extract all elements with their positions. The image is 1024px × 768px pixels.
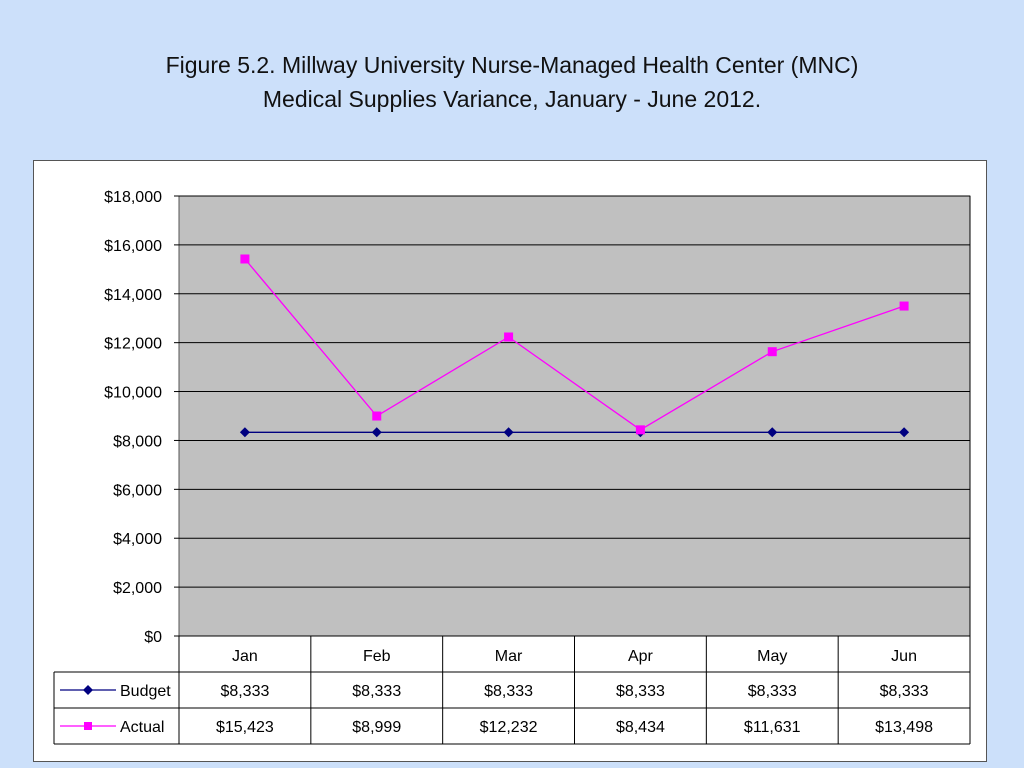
data-point-budget [767, 427, 778, 438]
y-tick-label: $16,000 [104, 238, 162, 255]
legend-label: Actual [120, 719, 164, 736]
y-tick-label: $0 [144, 629, 162, 646]
x-tick-label: Mar [495, 648, 523, 665]
x-tick-label: Jun [891, 648, 917, 665]
data-point-budget [899, 427, 910, 438]
y-tick-label: $2,000 [113, 580, 162, 597]
y-tick-label: $14,000 [104, 287, 162, 304]
y-tick-label: $12,000 [104, 336, 162, 353]
data-label: $8,999 [352, 719, 401, 736]
series-line-actual [244, 258, 905, 431]
data-label: $8,333 [352, 683, 401, 700]
data-label: $12,232 [480, 719, 538, 736]
data-point-actual [504, 332, 514, 342]
data-point-actual [635, 425, 645, 435]
data-point-budget [503, 427, 514, 438]
page-title: Figure 5.2. Millway University Nurse-Man… [0, 48, 1024, 116]
plot-area [178, 195, 971, 637]
data-label: $8,333 [880, 683, 929, 700]
chart-container: $0 $2,000 $4,000 $6,000 $8,000 $10,000 $12,000… [33, 160, 987, 762]
title-line-2: Medical Supplies Variance, January - Jun… [262, 86, 762, 112]
data-point-budget [371, 427, 382, 438]
data-point-actual [767, 347, 777, 357]
y-tick-label: $4,000 [113, 531, 162, 548]
data-point-actual [899, 301, 909, 311]
data-point-actual [240, 254, 250, 264]
x-tick-label: Feb [363, 648, 391, 665]
x-tick-label: Jan [232, 648, 258, 665]
data-label: $11,631 [744, 719, 801, 736]
data-label: $8,333 [484, 683, 533, 700]
line-chart: $0 $2,000 $4,000 $6,000 $8,000 $10,000 $12,000… [53, 189, 971, 745]
data-point-budget [239, 427, 250, 438]
y-tick-label: $6,000 [113, 482, 162, 499]
data-point-actual [372, 411, 382, 421]
y-tick-label: $10,000 [104, 385, 162, 402]
title-line-1: Figure 5.2. Millway University Nurse-Man… [165, 52, 859, 78]
x-tick-label: May [757, 648, 787, 665]
legend-label: Budget [120, 683, 171, 700]
x-tick-label: Apr [628, 648, 654, 665]
data-label: $8,333 [220, 683, 269, 700]
data-label: $8,333 [616, 683, 665, 700]
y-tick-label: $18,000 [104, 189, 162, 206]
data-label: $13,498 [875, 719, 933, 736]
y-tick-label: $8,000 [113, 433, 162, 450]
legend-marker-diamond [83, 685, 93, 695]
legend-marker-square [84, 722, 92, 730]
data-label: $8,434 [616, 719, 665, 736]
data-label: $8,333 [748, 683, 797, 700]
data-label: $15,423 [216, 719, 274, 736]
